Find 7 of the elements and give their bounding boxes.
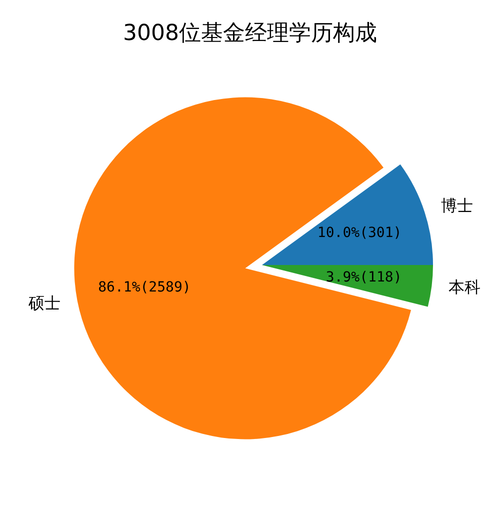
slice-label: 硕士 [28, 293, 61, 312]
slice-label: 博士 [440, 196, 473, 216]
slice-label: 本科 [448, 278, 481, 296]
chart-title: 3008位基金经理学历构成 [123, 21, 377, 46]
data-label: 86.1%(2589) [98, 280, 191, 296]
data-label: 3.9%(118) [326, 269, 402, 286]
data-label: 10.0%(301) [317, 225, 402, 242]
